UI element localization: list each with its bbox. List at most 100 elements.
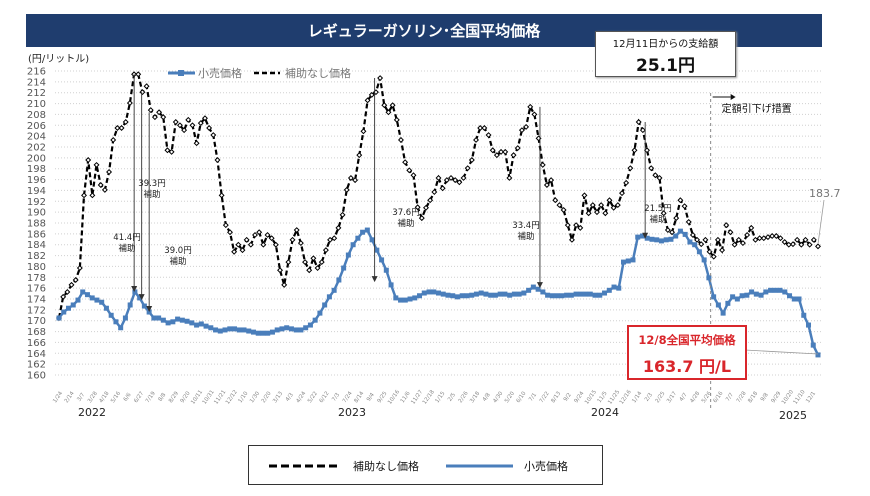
y-tick-label: 206 (27, 121, 46, 132)
unsubsidized-point (719, 247, 726, 254)
unsubsidized-point (347, 174, 354, 181)
retail-point (635, 234, 641, 240)
retail-point (806, 322, 812, 328)
unsubsidized-point (293, 227, 300, 234)
retail-point (108, 312, 114, 318)
retail-point (507, 292, 513, 298)
unsubsidized-point (364, 97, 371, 104)
retail-point (436, 290, 441, 296)
year-label: 2022 (78, 406, 106, 419)
unsubsidized-point (669, 229, 676, 236)
retail-point (89, 295, 95, 301)
retail-point (668, 236, 674, 242)
unsubsidized-point (306, 267, 313, 274)
policy-note: 定額引下げ措置 (722, 102, 792, 115)
retail-point (345, 252, 351, 258)
unsubsidized-point (514, 145, 521, 152)
y-tick-label: 180 (27, 262, 46, 273)
retail-point (483, 291, 489, 297)
unsubsidized-point (648, 165, 655, 172)
unsubsidized-point (393, 116, 400, 123)
retail-point (658, 238, 664, 244)
unsubsidized-point (785, 241, 792, 248)
y-tick-label: 216 (27, 67, 46, 78)
retail-point (298, 327, 304, 333)
unsubsidized-point (798, 241, 805, 248)
unsubsidized-point (527, 103, 534, 110)
retail-point (696, 249, 702, 255)
retail-point (469, 292, 475, 298)
unsubsidized-point (710, 253, 717, 260)
retail-point (279, 326, 285, 332)
retail-point (241, 327, 247, 333)
unsubsidized-point (93, 161, 100, 168)
retail-point (663, 237, 669, 243)
x-tick-label: 9/2 (563, 392, 573, 403)
retail-point (269, 329, 275, 335)
unsubsidized-point (589, 202, 596, 209)
retail-point (118, 325, 124, 331)
unsubsidized-point (402, 159, 409, 166)
unsubsidized-point (518, 127, 525, 134)
retail-point (393, 295, 399, 301)
retail-point (488, 292, 494, 298)
retail-point (175, 316, 181, 322)
retail-point (739, 293, 745, 299)
unsubsidized-point (201, 115, 208, 122)
unsubsidized-point (502, 148, 509, 155)
unsubsidized-point (439, 185, 446, 192)
y-tick-label: 212 (27, 88, 46, 99)
y-tick-label: 172 (27, 305, 46, 316)
retail-point (208, 325, 214, 331)
year-labels: 2022 2023 2024 2025 (78, 406, 807, 422)
legend-unsub-label: 補助なし価格 (285, 66, 351, 80)
y-tick-label: 190 (27, 208, 46, 219)
retail-point (625, 258, 631, 264)
retail-point (454, 294, 460, 300)
unsubsidized-point (143, 83, 150, 90)
unsubsidized-point (760, 235, 767, 242)
retail-point (417, 293, 423, 299)
unsubsidized-point (448, 174, 454, 181)
x-tick-label: 12/16 (619, 389, 633, 406)
retail-point (701, 257, 707, 263)
retail-point (511, 291, 517, 297)
unsubsidized-point (460, 174, 467, 181)
unsubsidized-point (218, 192, 225, 199)
unsubsidized-point (452, 177, 459, 184)
unsubsidized-point (473, 136, 480, 143)
x-tick-label: 4/7 (679, 392, 689, 403)
unsubsidized-point (764, 234, 771, 241)
unsubsidized-point (790, 241, 796, 248)
retail-point (288, 326, 294, 332)
retail-point (274, 327, 280, 333)
unsubsidized-point (397, 136, 404, 143)
arrow-head-icon (371, 276, 378, 283)
unsubsidized-point (256, 229, 263, 236)
retail-point (426, 289, 432, 295)
x-tick-label: 12/18 (422, 389, 436, 406)
x-tick-label: 7/24 (342, 390, 354, 404)
unsubsidized-point (777, 235, 784, 242)
unsubsidized-point (297, 240, 304, 247)
y-tick-label: 202 (27, 143, 46, 154)
retail-point (768, 287, 774, 293)
legend: 補助なし価格 小売価格 (248, 445, 603, 485)
arrow-head-icon (146, 306, 153, 313)
x-tick-label: 7/3 (331, 392, 341, 403)
unsubsidized-point (235, 241, 242, 248)
latest-price-value: 163.7 円/L (642, 357, 732, 376)
unsubsidized-point (556, 202, 563, 209)
retail-point (160, 317, 166, 323)
y-tick-label: 208 (27, 110, 46, 121)
x-tick-label: 3/28 (87, 390, 99, 404)
unsubsidized-point (560, 207, 567, 213)
unsubsidized-point (356, 152, 363, 159)
unsubsidized-point (189, 122, 196, 129)
unsubsidized-point (739, 240, 746, 247)
retail-point (75, 297, 81, 303)
retail-point (331, 287, 337, 293)
legend-retail-marker (178, 70, 184, 76)
